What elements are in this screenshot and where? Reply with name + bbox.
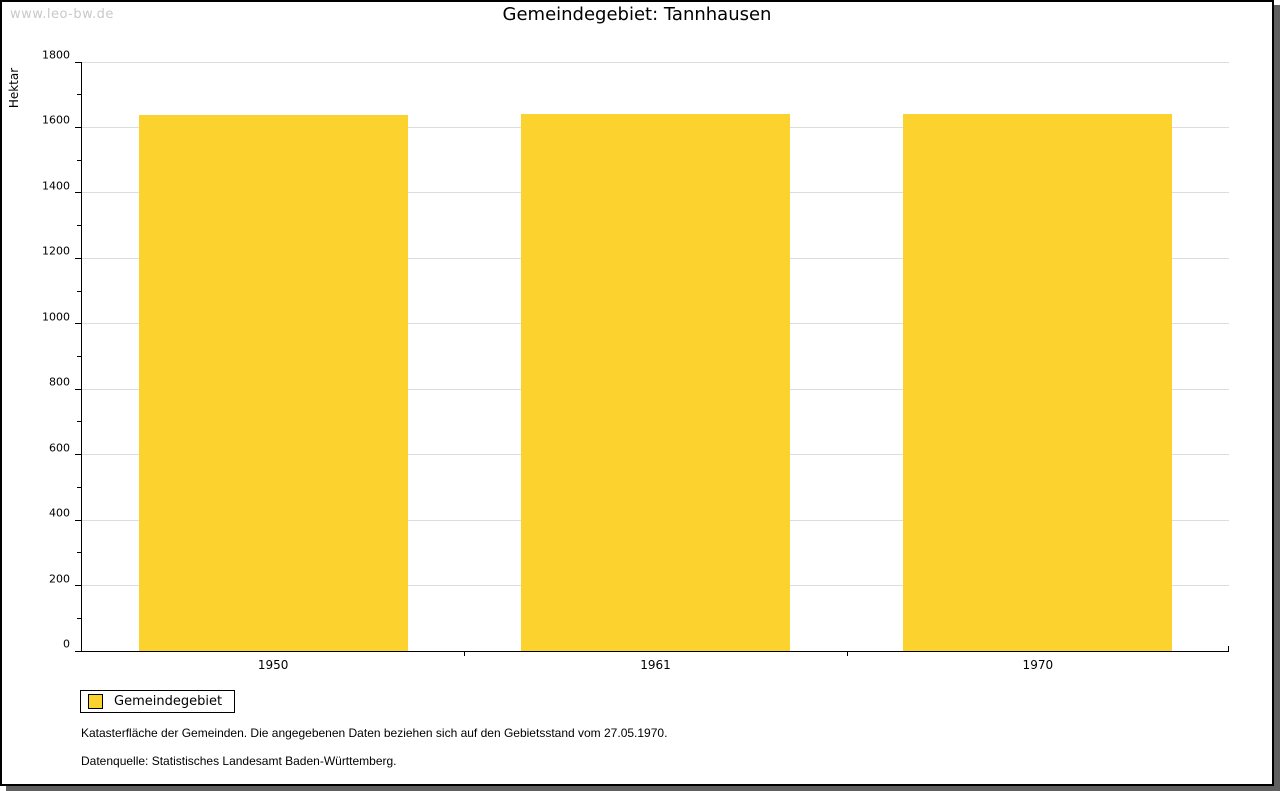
x-tick-label-1970: 1970	[1022, 658, 1054, 672]
y-tick-label-1200: 1200	[42, 244, 70, 258]
y-minor-tick-700	[77, 421, 81, 423]
y-tick-label-400: 400	[49, 506, 70, 520]
gridline-1800	[82, 61, 1229, 63]
y-tick-800	[75, 388, 81, 390]
y-tick-label-600: 600	[49, 441, 70, 455]
chart-title: Gemeindegebiet: Tannhausen	[502, 4, 772, 25]
y-tick-1400	[75, 192, 81, 194]
y-tick-1800	[75, 61, 81, 63]
y-tick-200	[75, 585, 81, 587]
y-tick-1000	[75, 323, 81, 325]
footnote-datenquelle: Datenquelle: Statistisches Landesamt Bad…	[81, 754, 397, 768]
plot-area: 0 200 400 600 800 1000 1200 1400 1600 1800 1950 196…	[42, 49, 1229, 672]
x-tick-label-1961: 1961	[640, 658, 671, 672]
x-axis-end-cap	[1228, 646, 1229, 651]
y-minor-tick-1100	[77, 290, 81, 292]
legend-swatch-gemeindegebiet	[88, 694, 103, 709]
watermark: www.leo-bw.de	[10, 7, 114, 22]
y-tick-600	[75, 454, 81, 456]
y-minor-tick-900	[77, 356, 81, 357]
y-minor-tick-300	[77, 552, 81, 554]
y-minor-tick-1500	[77, 159, 81, 161]
y-minor-tick-100	[77, 617, 81, 619]
y-tick-label-800: 800	[49, 375, 70, 389]
legend: Gemeindegebiet	[80, 690, 236, 713]
y-tick-label-1400: 1400	[42, 179, 70, 193]
y-tick-label-200: 200	[49, 572, 70, 586]
bar-1950	[139, 115, 408, 651]
y-minor-tick-1300	[77, 225, 81, 227]
legend-label: Gemeindegebiet	[114, 694, 223, 709]
bar-1961	[521, 114, 790, 651]
x-boundary-tick-1	[464, 651, 465, 656]
x-boundary-tick-2	[847, 651, 848, 656]
y-tick-400	[75, 519, 81, 521]
bar-1970	[903, 114, 1172, 651]
y-minor-tick-1700	[77, 94, 81, 96]
y-minor-tick-500	[77, 486, 81, 488]
y-tick-1200	[75, 257, 81, 259]
y-tick-label-0: 0	[63, 637, 70, 651]
y-tick-label-1000: 1000	[42, 310, 70, 324]
y-tick-1600	[75, 126, 81, 128]
y-tick-label-1800: 1800	[42, 48, 70, 62]
x-tick-label-1950: 1950	[257, 658, 289, 672]
footnote-gebietsstand: Katasterfläche der Gemeinden. Die angege…	[81, 726, 668, 740]
y-axis-title: Hektar	[7, 67, 21, 109]
y-tick-label-1600: 1600	[42, 113, 70, 127]
y-tick-0	[75, 650, 81, 652]
